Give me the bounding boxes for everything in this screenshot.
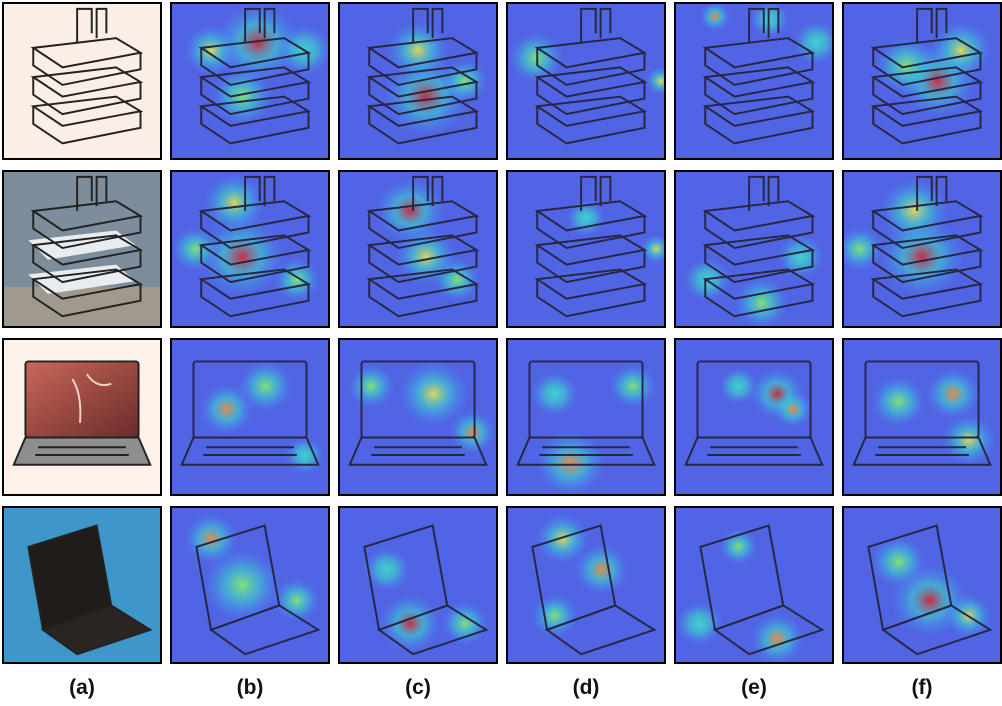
col-label-a: (a) [69, 676, 95, 699]
heatmap-letter-tray-wire-col-d [506, 170, 666, 328]
photo-laptop-on-table-col-a [2, 506, 162, 664]
photo-letter-tray-mesh-col-a [2, 2, 162, 160]
col-label-f: (f) [911, 676, 933, 699]
heatmap-letter-tray-mesh-col-c [338, 2, 498, 160]
photo-letter-tray-wire-col-a [2, 170, 162, 328]
heatmap-letter-tray-wire-col-b [170, 170, 330, 328]
heatmap-laptop-product-shot-col-f [842, 338, 1002, 496]
heatmap-letter-tray-wire-col-c [338, 170, 498, 328]
heatmap-letter-tray-mesh-col-e [674, 2, 834, 160]
heatmap-laptop-on-table-col-c [338, 506, 498, 664]
heatmap-laptop-on-table-col-f [842, 506, 1002, 664]
heatmap-laptop-product-shot-col-d [506, 338, 666, 496]
heatmap-letter-tray-mesh-col-b [170, 2, 330, 160]
col-label-b: (b) [236, 676, 264, 699]
heatmap-laptop-on-table-col-b [170, 506, 330, 664]
heatmap-letter-tray-mesh-col-d [506, 2, 666, 160]
heatmap-laptop-on-table-col-d [506, 506, 666, 664]
heatmap-letter-tray-wire-col-f [842, 170, 1002, 328]
heatmap-laptop-on-table-col-e [674, 506, 834, 664]
heatmap-letter-tray-mesh-col-f [842, 2, 1002, 160]
heatmap-letter-tray-wire-col-e [674, 170, 834, 328]
col-label-e: (e) [741, 676, 767, 699]
heatmap-laptop-product-shot-col-b [170, 338, 330, 496]
heatmap-laptop-product-shot-col-e [674, 338, 834, 496]
photo-laptop-product-shot-col-a [2, 338, 162, 496]
col-label-d: (d) [572, 676, 600, 699]
heatmap-laptop-product-shot-col-c [338, 338, 498, 496]
col-label-c: (c) [405, 676, 431, 699]
